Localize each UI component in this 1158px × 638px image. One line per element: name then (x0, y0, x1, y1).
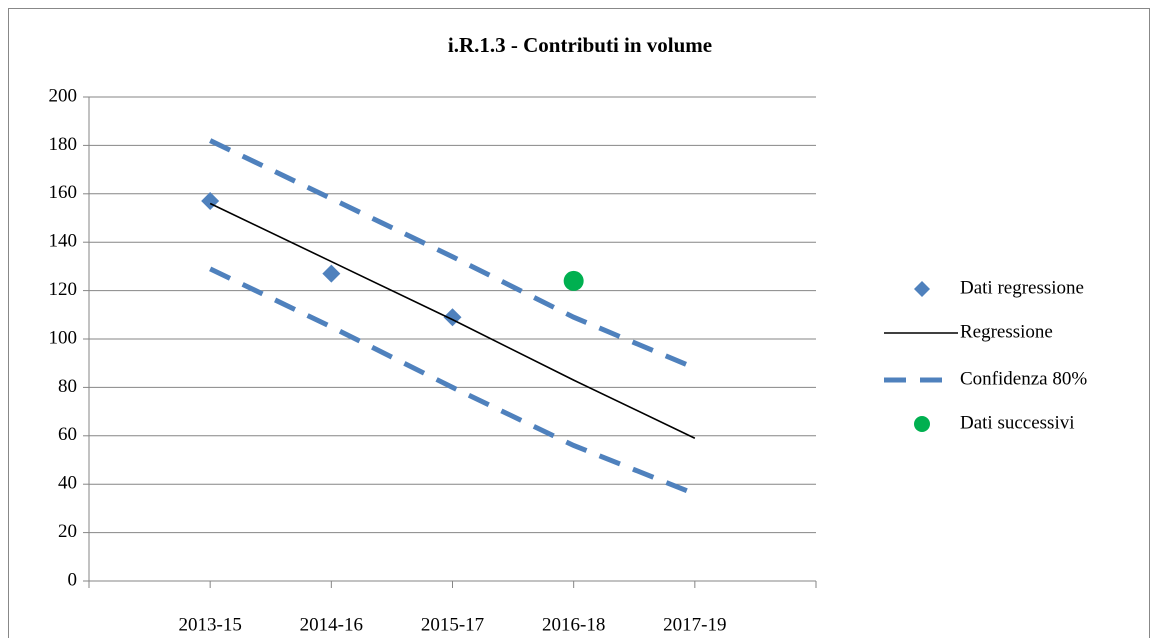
legend-label: Confidenza 80% (960, 368, 1087, 389)
regression-line (209, 202, 696, 439)
x-tick-label: 2017-19 (663, 614, 726, 635)
legend-label: Regressione (960, 321, 1053, 342)
y-tick-label: 180 (49, 134, 78, 155)
legend-label: Dati successivi (960, 412, 1075, 433)
x-tick-label: 2016-18 (542, 614, 605, 635)
y-tick-label: 0 (68, 569, 78, 590)
y-tick-label: 60 (58, 424, 77, 445)
y-tick-label: 80 (58, 376, 77, 397)
y-tick-label: 120 (49, 279, 78, 300)
y-tick-label: 140 (49, 231, 78, 252)
x-tick-label: 2013-15 (179, 614, 242, 635)
x-tick-label: 2015-17 (421, 614, 484, 635)
y-tick-label: 40 (58, 473, 77, 494)
chart-title: i.R.1.3 - Contributi in volume (448, 33, 712, 57)
legend-label: Dati regressione (960, 277, 1084, 298)
y-tick-label: 100 (49, 327, 78, 348)
data-point (322, 264, 341, 283)
data-point (563, 270, 584, 291)
y-tick-label: 200 (49, 85, 78, 106)
y-tick-label: 20 (58, 521, 77, 542)
x-tick-label: 2014-16 (300, 614, 363, 635)
legend-marker (914, 281, 930, 297)
confidence-line (209, 138, 696, 371)
legend-marker (914, 416, 930, 432)
confidence-line (209, 266, 696, 497)
y-tick-label: 160 (49, 182, 78, 203)
